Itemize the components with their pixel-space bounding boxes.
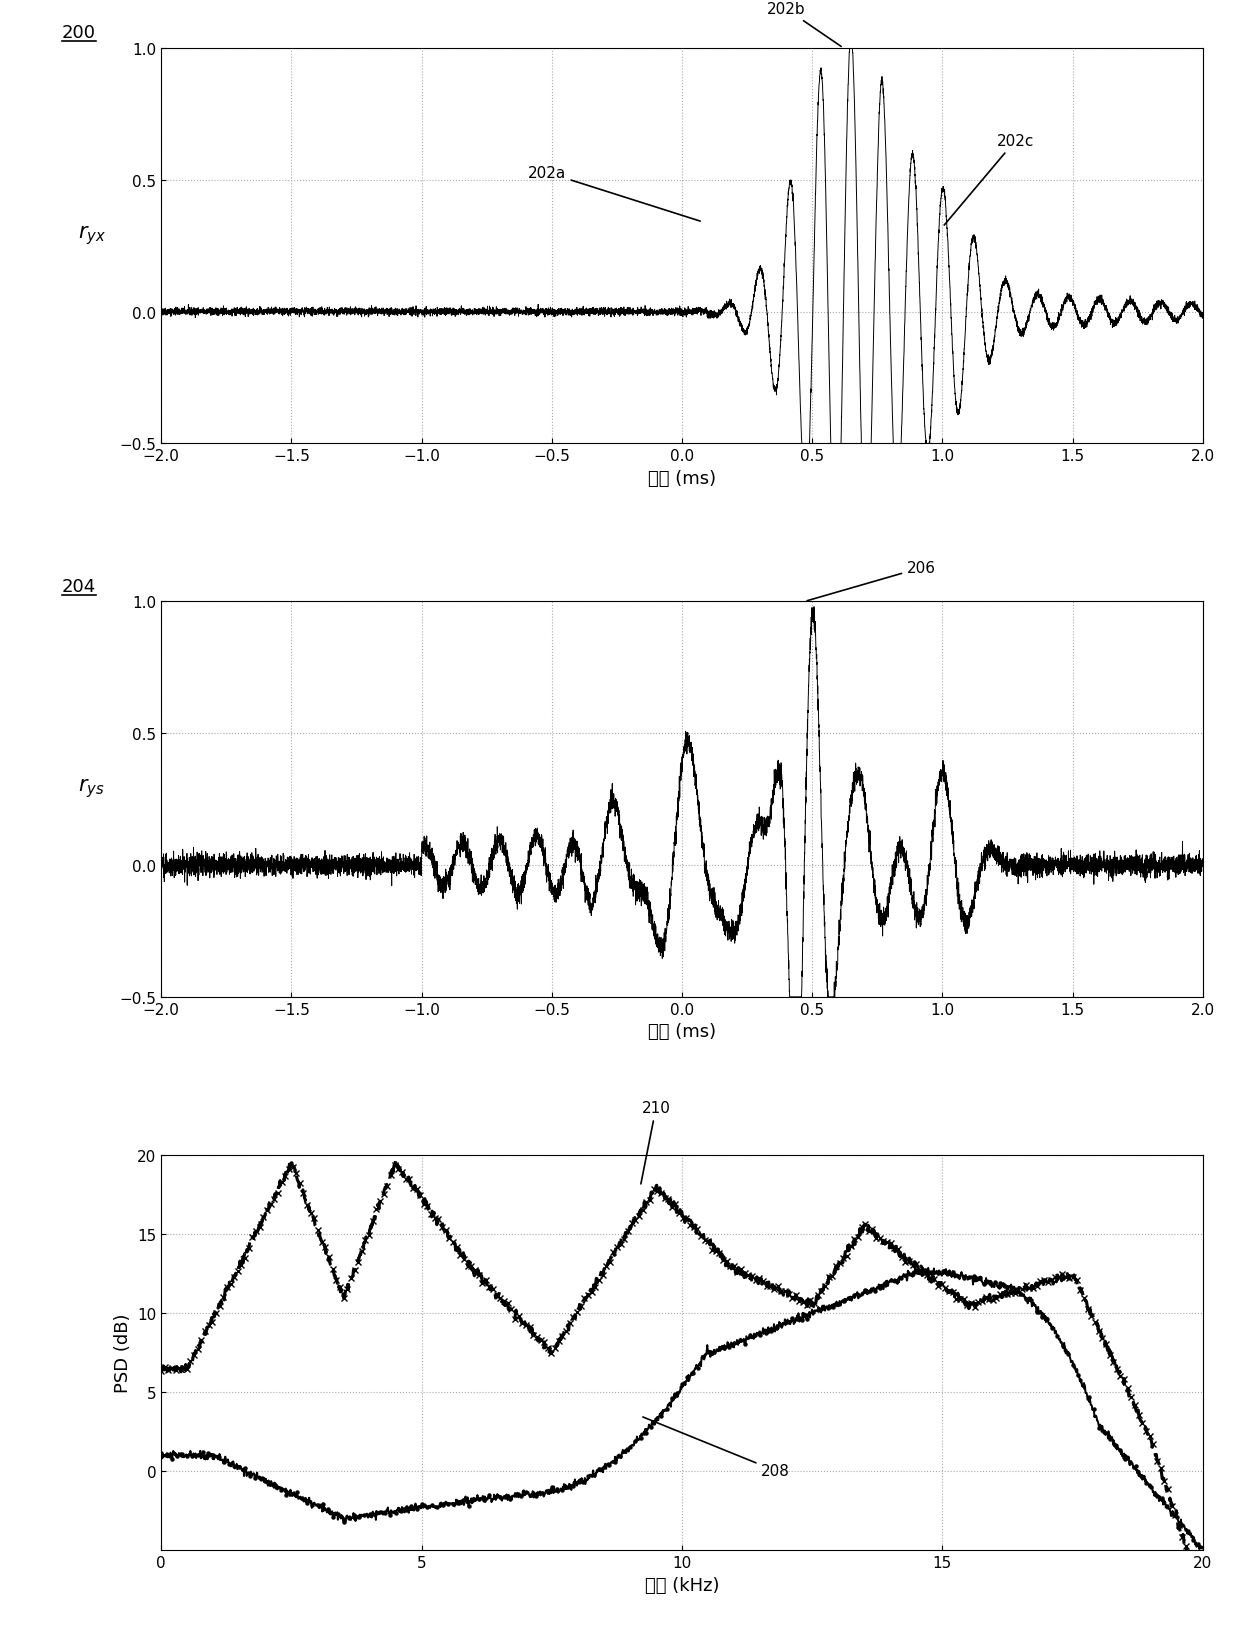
Text: 206: 206 — [807, 561, 936, 601]
Y-axis label: PSD (dB): PSD (dB) — [114, 1314, 131, 1392]
Text: 204: 204 — [62, 578, 97, 596]
Text: 202c: 202c — [944, 134, 1034, 225]
X-axis label: 滞后 (ms): 滞后 (ms) — [649, 470, 715, 488]
Text: 210: 210 — [641, 1100, 671, 1185]
X-axis label: 频率 (kHz): 频率 (kHz) — [645, 1577, 719, 1594]
Y-axis label: $r_{yx}$: $r_{yx}$ — [78, 224, 105, 246]
Text: 200: 200 — [62, 24, 95, 42]
Text: 208: 208 — [642, 1417, 790, 1479]
Y-axis label: $r_{ys}$: $r_{ys}$ — [78, 777, 105, 800]
Text: 202a: 202a — [527, 166, 701, 222]
X-axis label: 滞后 (ms): 滞后 (ms) — [649, 1023, 715, 1041]
Text: 202b: 202b — [766, 2, 841, 47]
